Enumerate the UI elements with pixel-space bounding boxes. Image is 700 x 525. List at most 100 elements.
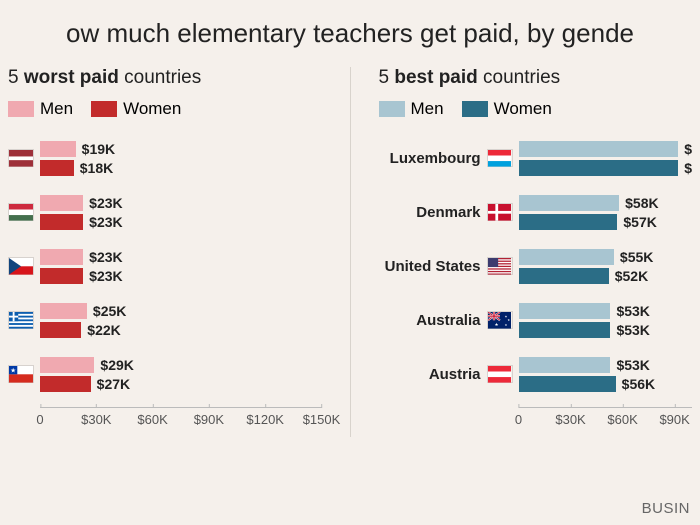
bar-group: $29K $27K (40, 357, 322, 392)
bar-value-women: $27K (97, 376, 130, 392)
legend-worst: Men Women (8, 99, 322, 119)
bar-group: $53K $53K (519, 303, 693, 338)
bar-men: $ (519, 141, 693, 157)
bar-rect-men (40, 141, 76, 157)
axis-tick: $150K (303, 412, 341, 427)
axis-tick: $90K (659, 412, 689, 427)
flag-icon (8, 203, 34, 221)
country-label: Denmark (379, 204, 487, 221)
bar-women: $56K (519, 376, 693, 392)
legend-men-label: Men (40, 99, 73, 119)
subtitle-suffix: countries (119, 67, 201, 88)
bar-value-women: $23K (89, 214, 122, 230)
table-row: Austria $53K $56K (379, 353, 693, 395)
bar-value-men: $ (684, 141, 692, 157)
bar-rect-women (40, 268, 83, 284)
bar-rect-women (40, 322, 81, 338)
axis-tick: $30K (81, 412, 111, 427)
bar-rect-men (40, 195, 83, 211)
axis-tick: $120K (246, 412, 284, 427)
table-row: Luxembourg $ $ (379, 137, 693, 179)
bar-value-men: $19K (82, 141, 115, 157)
legend-men: Men (8, 99, 73, 119)
bar-rect-women (519, 376, 616, 392)
bar-women: $23K (40, 214, 322, 230)
bar-rect-women (519, 268, 609, 284)
bar-men: $23K (40, 249, 322, 265)
bar-rect-men (40, 357, 94, 373)
bar-group: $23K $23K (40, 195, 322, 230)
bar-value-women: $57K (623, 214, 656, 230)
flag-icon: ★★★★ (487, 311, 513, 329)
legend-men-label: Men (411, 99, 444, 119)
bar-group: $19K $18K (40, 141, 322, 176)
bar-women: $23K (40, 268, 322, 284)
flag-icon (8, 149, 34, 167)
axis-tick: 0 (515, 412, 522, 427)
bar-value-women: $23K (89, 268, 122, 284)
swatch-women (462, 101, 488, 117)
bar-rect-women (40, 214, 83, 230)
legend-women-label: Women (123, 99, 181, 119)
bar-men: $58K (519, 195, 693, 211)
subtitle-best: 5 best paid countries (379, 67, 693, 89)
legend-best: Men Women (379, 99, 693, 119)
page-title: ow much elementary teachers get paid, by… (0, 0, 700, 67)
flag-icon (487, 149, 513, 167)
axis-worst: 0$30K$60K$90K$120K$150K (40, 407, 322, 437)
flag-icon (8, 311, 34, 329)
bar-men: $53K (519, 357, 693, 373)
bar-value-men: $25K (93, 303, 126, 319)
flag-icon: ★ (8, 365, 34, 383)
bar-rect-men (40, 249, 83, 265)
bar-rect-men (519, 249, 614, 265)
swatch-men (379, 101, 405, 117)
bar-men: $19K (40, 141, 322, 157)
bar-group: $53K $56K (519, 357, 693, 392)
bar-rect-men (519, 303, 611, 319)
bar-rect-women (519, 214, 618, 230)
bar-value-men: $23K (89, 195, 122, 211)
rows-worst: $19K $18K $23K $23K $23K $23K (8, 137, 322, 395)
bar-value-women: $22K (87, 322, 120, 338)
bar-women: $53K (519, 322, 693, 338)
bar-men: $23K (40, 195, 322, 211)
table-row: Denmark $58K $57K (379, 191, 693, 233)
axis-tick: $60K (137, 412, 167, 427)
bar-group: $23K $23K (40, 249, 322, 284)
table-row: $23K $23K (8, 191, 322, 233)
flag-icon (487, 365, 513, 383)
bar-group: $25K $22K (40, 303, 322, 338)
bar-value-men: $55K (620, 249, 653, 265)
axis-tick: $60K (607, 412, 637, 427)
bar-value-women: $56K (622, 376, 655, 392)
bar-women: $18K (40, 160, 322, 176)
legend-women: Women (462, 99, 552, 119)
legend-men: Men (379, 99, 444, 119)
bar-women: $27K (40, 376, 322, 392)
bar-value-men: $23K (89, 249, 122, 265)
bar-group: $55K $52K (519, 249, 693, 284)
bar-value-women: $52K (615, 268, 648, 284)
panel-worst: 5 worst paid countries Men Women $19K $1… (8, 67, 350, 437)
bar-men: $53K (519, 303, 693, 319)
bar-value-men: $53K (616, 303, 649, 319)
legend-women: Women (91, 99, 181, 119)
svg-text:★: ★ (10, 367, 16, 374)
flag-icon (8, 257, 34, 275)
legend-women-label: Women (494, 99, 552, 119)
bar-value-men: $29K (100, 357, 133, 373)
country-label: Luxembourg (379, 150, 487, 167)
bar-group: $ $ (519, 141, 693, 176)
bar-value-women: $53K (616, 322, 649, 338)
bar-men: $55K (519, 249, 693, 265)
bar-rect-women (519, 322, 611, 338)
subtitle-prefix: 5 (379, 67, 395, 88)
bar-rect-men (519, 141, 679, 157)
bar-women: $57K (519, 214, 693, 230)
axis-tick: 0 (36, 412, 43, 427)
swatch-men (8, 101, 34, 117)
bar-women: $52K (519, 268, 693, 284)
axis-tick: $90K (194, 412, 224, 427)
axis-tick: $30K (555, 412, 585, 427)
